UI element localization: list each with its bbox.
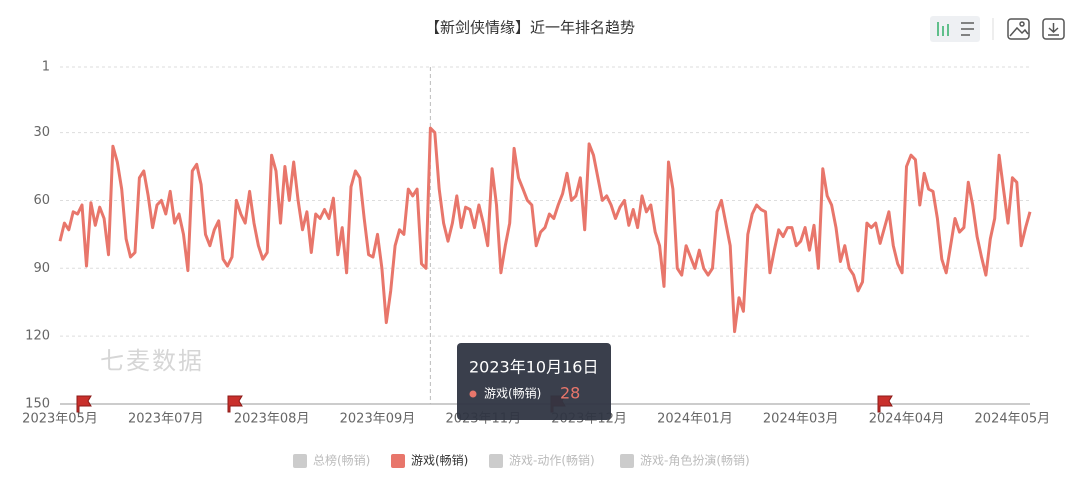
y-tick-label: 60 <box>33 193 50 208</box>
y-tick-label: 30 <box>33 125 50 140</box>
save-image-icon[interactable] <box>1007 18 1030 40</box>
legend-item[interactable]: 游戏-动作(畅销) <box>489 454 595 469</box>
bar-view-icon[interactable] <box>937 22 949 36</box>
legend-label: 游戏-角色扮演(畅销) <box>640 453 750 468</box>
plot <box>58 67 1032 404</box>
x-tick-label: 2023年09月 <box>340 412 416 427</box>
event-flag[interactable] <box>76 395 92 413</box>
tooltip-dot <box>469 390 477 398</box>
legend-swatch <box>391 454 405 468</box>
event-flag[interactable] <box>877 395 893 413</box>
legend-item[interactable]: 游戏-角色扮演(畅销) <box>620 453 750 469</box>
y-tick-label: 1 <box>42 60 50 75</box>
download-icon[interactable] <box>1042 18 1065 40</box>
legend-item[interactable]: 游戏(畅销) <box>391 454 468 469</box>
grid: 1 30 60 90 120 150 <box>25 60 1030 412</box>
list-view-icon[interactable] <box>961 22 974 36</box>
legend-label: 总榜(畅销) <box>313 453 370 468</box>
legend-swatch <box>620 454 634 468</box>
y-tick-label: 90 <box>33 261 50 276</box>
x-tick-label: 2023年08月 <box>234 412 310 427</box>
event-flag[interactable] <box>227 395 243 413</box>
x-tick-label: 2024年05月 <box>975 412 1051 427</box>
toolbar <box>930 16 1065 42</box>
legend-swatch <box>489 454 503 468</box>
legend-item[interactable]: 总榜(畅销) <box>293 453 370 469</box>
tooltip-value: 28 <box>560 384 580 403</box>
chart-title: 【新剑侠情缘】近一年排名趋势 <box>425 19 635 37</box>
legend-label: 游戏-动作(畅销) <box>509 454 595 468</box>
legend-label: 游戏(畅销) <box>411 454 468 468</box>
y-tick-label: 150 <box>25 397 50 412</box>
line-series <box>58 126 1032 334</box>
x-tick-label: 2024年04月 <box>869 412 945 427</box>
legend: 总榜(畅销) 游戏(畅销) 游戏-动作(畅销) 游戏-角色扮演(畅销) <box>293 453 750 469</box>
x-tick-label: 2024年01月 <box>657 412 733 427</box>
watermark: 七麦数据 <box>100 347 204 375</box>
x-tick-label: 2023年07月 <box>128 412 204 427</box>
tooltip-title: 2023年10月16日 <box>469 358 598 377</box>
tooltip-box <box>457 343 611 420</box>
legend-swatch <box>293 454 307 468</box>
x-tick-label: 2023年05月 <box>22 412 98 427</box>
tooltip-series: 游戏(畅销) <box>484 387 541 401</box>
y-tick-label: 120 <box>25 329 50 344</box>
x-tick-label: 2024年03月 <box>763 412 839 427</box>
